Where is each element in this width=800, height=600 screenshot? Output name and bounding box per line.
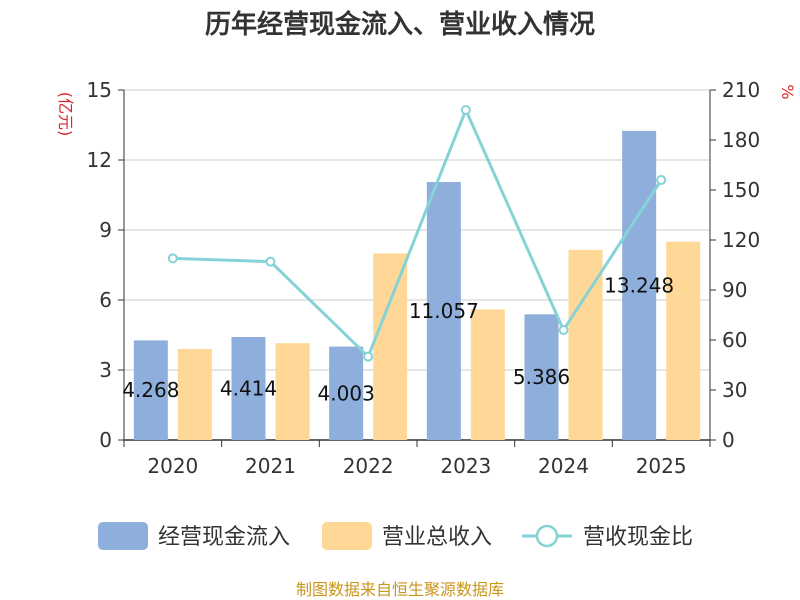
y-right-tick-label: 60	[722, 328, 747, 352]
y-left-unit: (亿元)	[56, 92, 75, 137]
chart-title: 历年经营现金流入、营业收入情况	[205, 9, 595, 40]
ratio-point	[558, 325, 569, 335]
legend-swatch-revenue	[322, 522, 372, 550]
y-right-unit: %	[778, 84, 797, 99]
y-left-tick-label: 0	[99, 428, 112, 452]
cash-inflow-data-label: 4.414	[220, 377, 277, 401]
cash-inflow-bar	[231, 337, 266, 440]
source-note: 制图数据来自恒生聚源数据库	[296, 580, 504, 599]
revenue-bar	[373, 253, 408, 440]
ratio-line	[167, 105, 667, 362]
cash-inflow-data-label: 4.003	[318, 381, 375, 405]
y-right-tick-label: 210	[722, 78, 760, 102]
cash-inflow-data-label: 4.268	[122, 378, 179, 402]
legend-swatch-cash-inflow	[98, 522, 148, 550]
ratio-line-path	[172, 106, 663, 360]
legend-label-revenue: 营业总收入	[382, 525, 492, 550]
y-left-tick-label: 15	[87, 78, 112, 102]
cash-inflow-bar	[622, 130, 657, 440]
y-right-tick-label: 120	[722, 228, 760, 252]
x-tick-label: 2023	[440, 454, 491, 478]
cash-inflow-bar	[133, 340, 168, 440]
ratio-point	[167, 253, 178, 264]
y-left-tick-label: 9	[99, 218, 112, 242]
ratio-point	[656, 175, 667, 185]
ratio-point	[460, 105, 471, 115]
legend: 经营现金流入 营业总收入 营收现金比	[98, 522, 693, 550]
revenue-bar	[470, 309, 505, 440]
legend-label-cash-inflow: 经营现金流入	[158, 525, 290, 550]
cash-inflow-data-label: 5.386	[513, 365, 570, 389]
cash-inflow-bar	[329, 346, 364, 440]
y-right-tick-label: 30	[722, 378, 747, 402]
x-tick-label: 2024	[538, 454, 589, 478]
y-right-tick-label: 0	[722, 428, 735, 452]
cash-inflow-bar	[524, 314, 559, 440]
x-tick-label: 2020	[147, 454, 198, 478]
y-left-tick-label: 12	[87, 148, 112, 172]
x-tick-label: 2022	[343, 454, 394, 478]
cash-inflow-data-label: 13.248	[604, 273, 674, 297]
cash-inflow-bar	[426, 182, 461, 440]
legend-label-ratio: 营收现金比	[583, 525, 693, 550]
bars	[133, 130, 701, 440]
y-right-tick-label: 90	[722, 278, 747, 302]
x-tick-label: 2025	[636, 454, 687, 478]
y-right-tick-label: 180	[722, 128, 760, 152]
x-tick-label: 2021	[245, 454, 296, 478]
data-labels: 4.268 4.414 4.003 11.057 5.386 13.248	[122, 273, 674, 405]
legend-swatch-ratio-marker	[535, 524, 559, 548]
ratio-point	[265, 256, 276, 267]
ratio-point	[363, 351, 374, 362]
y-right-tick-label: 150	[722, 178, 760, 202]
revenue-bar	[666, 241, 701, 440]
y-left-tick-label: 3	[99, 358, 112, 382]
revenue-bar	[177, 349, 212, 440]
y-left-tick-label: 6	[99, 288, 112, 312]
revenue-bar	[275, 343, 310, 440]
cash-inflow-data-label: 11.057	[409, 299, 479, 323]
